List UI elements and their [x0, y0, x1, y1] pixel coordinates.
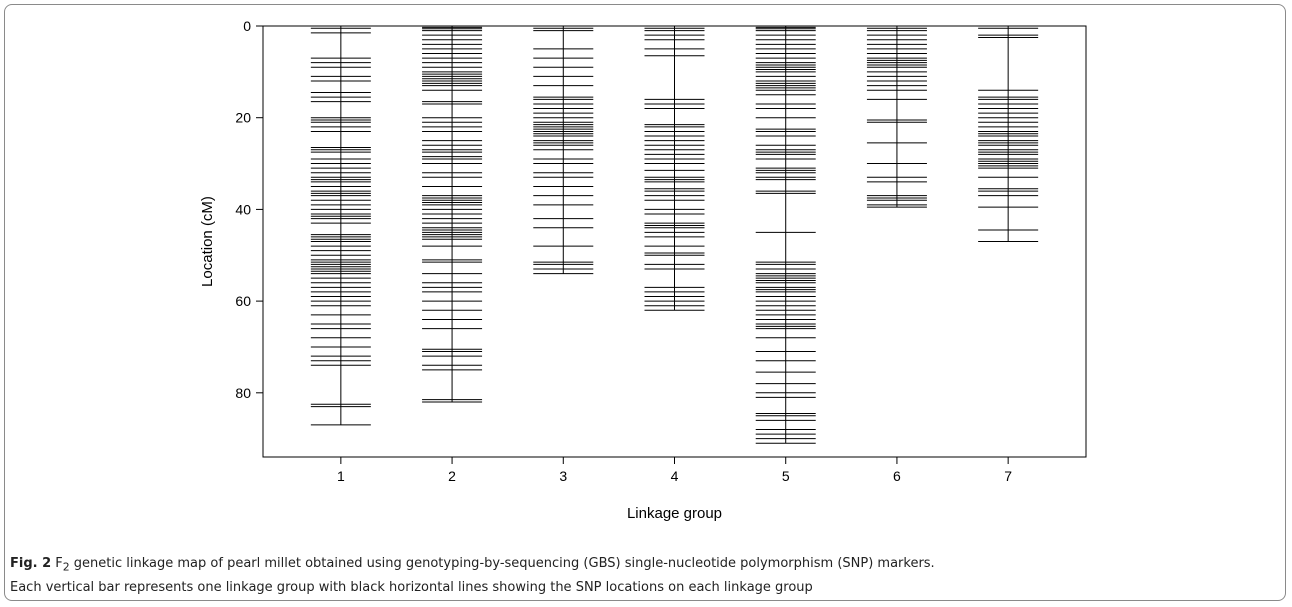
figure-frame	[4, 4, 1286, 601]
caption-f-prefix: F	[55, 556, 63, 571]
linkage-group-5	[755, 25, 816, 444]
figure-caption: Fig. 2 F2 genetic linkage map of pearl m…	[10, 554, 1280, 598]
linkage-group-3	[533, 25, 594, 275]
x-axis-label: Linkage group	[627, 505, 722, 522]
x-tick-label: 6	[893, 468, 901, 484]
caption-f-subscript: 2	[62, 560, 70, 574]
caption-text-line-1: genetic linkage map of pearl millet obta…	[69, 556, 935, 571]
x-tick-label: 5	[782, 468, 790, 484]
x-tick-label: 1	[337, 468, 345, 484]
x-tick-label: 2	[448, 468, 456, 484]
linkage-group-4	[644, 25, 705, 311]
caption-line-1: Fig. 2 F2 genetic linkage map of pearl m…	[10, 554, 1280, 578]
linkage-group-1	[310, 25, 371, 426]
y-tick-label: 80	[235, 385, 251, 401]
y-tick-label: 40	[235, 201, 251, 217]
y-tick-label: 0	[243, 18, 251, 34]
linkage-group-2	[422, 25, 483, 403]
caption-text-line-2: Each vertical bar represents one linkage…	[10, 579, 813, 595]
y-axis-label: Location (cM)	[199, 196, 216, 287]
linkage-group-6	[866, 25, 927, 208]
linkage-map-chart: 0 20 40 60 80 1 2 3 4 5 6 7 Location (cM) Linkage g…	[199, 18, 1087, 522]
caption-figure-label: Fig. 2	[10, 556, 52, 571]
x-tick-label: 7	[1004, 468, 1012, 484]
y-tick-label: 20	[235, 110, 251, 126]
linkage-group-7	[978, 25, 1039, 242]
x-tick-label: 3	[559, 468, 567, 484]
y-tick-label: 60	[235, 293, 251, 309]
linkage-groups-layer	[310, 25, 1039, 444]
x-tick-label: 4	[671, 468, 679, 484]
